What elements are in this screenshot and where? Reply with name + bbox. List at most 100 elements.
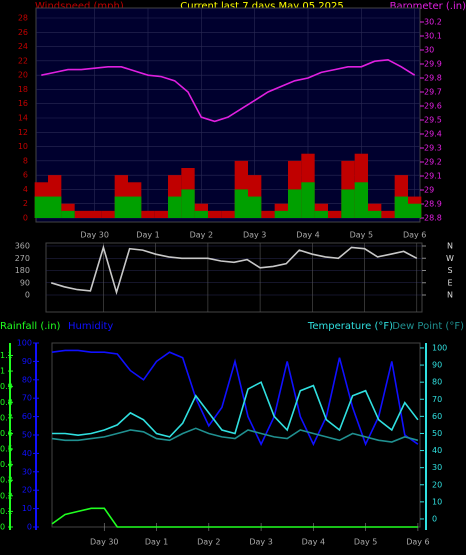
- wind-bar: [114, 196, 128, 218]
- y-tick-label: 16: [18, 99, 28, 108]
- y-tick-label: 360: [15, 242, 30, 251]
- wind-bar: [328, 210, 342, 218]
- y2-tick-label: 30: [424, 46, 434, 55]
- y-tick-label: 10: [18, 142, 28, 151]
- y2-tick-label: 29: [424, 186, 434, 195]
- x-tick-label: Day 4: [296, 231, 319, 240]
- series-line: [41, 58, 416, 123]
- rain-tick-label: 0.9: [0, 382, 13, 391]
- x-tick-label: Day 30: [80, 231, 109, 240]
- y2-tick-label: 29.6: [424, 102, 442, 111]
- y-tick-label: 14: [18, 114, 28, 123]
- y-tick-label: 8: [23, 156, 28, 165]
- y2-tick-label: 100: [432, 343, 447, 352]
- y2-tick-label: 50: [432, 429, 442, 438]
- y2-tick-label: W: [446, 254, 454, 263]
- legend-temperature: Temperature (°F): [307, 321, 393, 332]
- wind-bar: [88, 210, 102, 218]
- y2-tick-label: 29.7: [424, 88, 442, 97]
- barometer-label: Barometer (.in): [390, 1, 466, 12]
- rain-tick-label: 0.4: [0, 460, 13, 469]
- wind-bar: [261, 210, 275, 218]
- x-tick-label: Day 30: [90, 538, 119, 547]
- wind-bar: [61, 210, 75, 218]
- x-tick-label: Day 1: [136, 231, 159, 240]
- wind-bar: [314, 210, 328, 218]
- wind-bar: [141, 210, 155, 218]
- y2-tick-label: 80: [432, 378, 442, 387]
- y-tick-label: 60: [22, 412, 32, 421]
- y-tick-label: 90: [20, 278, 30, 287]
- series-line: [52, 381, 419, 438]
- y-tick-label: 4: [23, 185, 28, 194]
- y2-tick-label: 10: [432, 497, 442, 506]
- rain-tick-label: 0.7: [0, 413, 13, 422]
- series-line: [51, 507, 418, 528]
- y2-tick-label: N: [447, 242, 453, 251]
- wind-bar: [248, 196, 262, 218]
- y-tick-label: 0: [27, 523, 32, 532]
- wind-bar: [234, 189, 248, 218]
- y2-tick-label: 60: [432, 412, 442, 421]
- rain-tick-label: 0.5: [0, 445, 13, 454]
- y-tick-label: 12: [18, 128, 28, 137]
- y-tick-label: 10: [22, 504, 32, 513]
- wind-bar: [101, 210, 115, 218]
- rain-tick-label: 0.1: [0, 507, 13, 516]
- rain-tick-label: 1: [0, 367, 5, 376]
- plot-area: [51, 342, 421, 528]
- y-tick-label: 270: [15, 254, 30, 263]
- wind-bar: [154, 210, 168, 218]
- y-tick-label: 26: [18, 28, 28, 37]
- wind-bar: [341, 189, 355, 218]
- y2-tick-label: 29.1: [424, 172, 442, 181]
- legend-humidity: Humidity: [68, 321, 113, 332]
- y2-tick-label: 20: [432, 480, 442, 489]
- x-tick-label: Day 2: [197, 538, 220, 547]
- legend-dew-point: Dew Point (°F): [392, 321, 464, 332]
- y2-tick-label: 70: [432, 395, 442, 404]
- y-tick-label: 2: [23, 199, 28, 208]
- y2-tick-label: E: [447, 278, 452, 287]
- y-tick-label: 28: [18, 14, 28, 23]
- wind-bar: [408, 203, 422, 218]
- rain-tick-label: 0.6: [0, 429, 13, 438]
- y2-tick-label: N: [447, 291, 453, 300]
- rain-tick-label: 0: [0, 523, 5, 532]
- y2-tick-label: 30.1: [424, 32, 442, 41]
- wind-bar: [354, 182, 368, 218]
- wind-bar: [394, 196, 408, 218]
- wind-bar: [74, 210, 88, 218]
- y-tick-label: 80: [22, 375, 32, 384]
- wind-bar: [288, 189, 302, 218]
- wind-bar: [128, 196, 142, 218]
- y2-tick-label: 30.2: [424, 18, 442, 27]
- y-tick-label: 70: [22, 394, 32, 403]
- rain-tick-label: 1.1: [0, 351, 13, 360]
- y-tick-label: 24: [18, 42, 28, 51]
- wind-bar: [168, 196, 182, 218]
- y-tick-label: 180: [15, 266, 30, 275]
- x-tick-label: Day 1: [145, 538, 168, 547]
- wind-bar: [381, 210, 395, 218]
- y-tick-label: 18: [18, 85, 28, 94]
- y-tick-label: 0: [23, 214, 28, 223]
- rain-tick-label: 0.8: [0, 398, 13, 407]
- y2-tick-label: S: [447, 266, 452, 275]
- x-tick-label: Day 3: [249, 538, 272, 547]
- y2-tick-label: 30: [432, 463, 442, 472]
- y2-tick-label: 29.2: [424, 158, 442, 167]
- y-tick-label: 30: [22, 467, 32, 476]
- rain-tick-label: 0.2: [0, 491, 13, 500]
- y2-tick-label: 29.3: [424, 144, 442, 153]
- wind-bar: [194, 210, 208, 218]
- wind-bar: [181, 189, 195, 218]
- y2-tick-label: 29.4: [424, 130, 442, 139]
- y-tick-label: 90: [22, 357, 32, 366]
- x-tick-label: Day 3: [243, 231, 266, 240]
- y-tick-label: 6: [23, 171, 28, 180]
- x-tick-label: Day 2: [190, 231, 213, 240]
- plot-area: [45, 242, 423, 313]
- wind-bar: [301, 182, 315, 218]
